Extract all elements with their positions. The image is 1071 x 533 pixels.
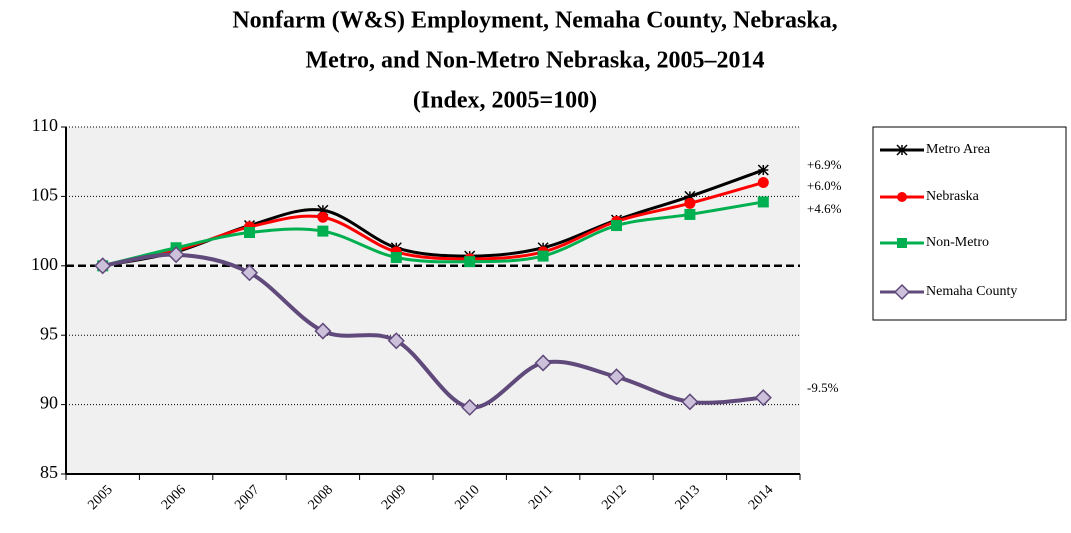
series-line — [102, 200, 764, 268]
marker — [317, 225, 329, 237]
y-tick-label: 110 — [32, 115, 58, 135]
y-tick-label: 95 — [40, 323, 58, 343]
x-tick-label: 2014 — [746, 482, 776, 512]
marker — [534, 354, 552, 372]
marker — [681, 393, 699, 411]
legend-label: Metro Area — [926, 142, 991, 157]
marker — [684, 208, 696, 220]
marker — [757, 164, 769, 176]
marker — [317, 211, 329, 223]
y-tick-label: 105 — [31, 185, 58, 205]
marker — [897, 238, 907, 248]
marker — [94, 257, 112, 275]
marker — [240, 264, 259, 282]
marker — [896, 144, 908, 156]
x-tick-label: 2011 — [526, 482, 556, 512]
marker — [607, 368, 626, 386]
marker — [464, 256, 476, 268]
marker — [893, 283, 911, 301]
annotation: +6.9% — [807, 157, 842, 172]
chart-title: Metro, and Non-Metro Nebraska, 2005–2014 — [305, 48, 764, 74]
marker — [754, 389, 772, 407]
marker — [244, 226, 255, 238]
marker — [461, 398, 479, 416]
marker — [387, 332, 405, 350]
marker — [757, 177, 769, 189]
chart-title: Nonfarm (W&S) Employment, Nemaha County,… — [232, 8, 837, 34]
annotation: +6.0% — [807, 178, 842, 193]
legend-label: Nebraska — [926, 189, 980, 204]
y-tick-label: 85 — [40, 462, 58, 482]
series-line — [102, 252, 764, 410]
x-tick-label: 2006 — [159, 482, 189, 512]
x-tick-label: 2013 — [673, 482, 703, 512]
marker — [314, 322, 332, 340]
annotation: +4.6% — [807, 201, 842, 216]
plot-area — [66, 127, 800, 474]
marker — [684, 190, 696, 202]
x-tick-label: 2012 — [599, 482, 629, 512]
annotation: -9.5% — [807, 380, 839, 395]
marker — [897, 192, 907, 202]
x-tick-label: 2010 — [452, 482, 482, 512]
chart-title: (Index, 2005=100) — [413, 88, 597, 114]
marker — [684, 197, 696, 209]
marker — [317, 204, 329, 216]
marker — [757, 196, 769, 208]
x-tick-label: 2008 — [306, 482, 336, 512]
marker — [167, 246, 185, 264]
legend-label: Nemaha County — [926, 284, 1017, 299]
marker — [537, 250, 549, 262]
legend-label: Non-Metro — [926, 235, 989, 250]
x-tick-label: 2005 — [85, 482, 115, 512]
marker — [611, 220, 622, 232]
y-tick-label: 90 — [40, 393, 58, 413]
y-tick-label: 100 — [31, 254, 58, 274]
x-tick-label: 2007 — [232, 482, 262, 512]
marker — [390, 251, 402, 263]
x-tick-label: 2009 — [379, 482, 409, 512]
